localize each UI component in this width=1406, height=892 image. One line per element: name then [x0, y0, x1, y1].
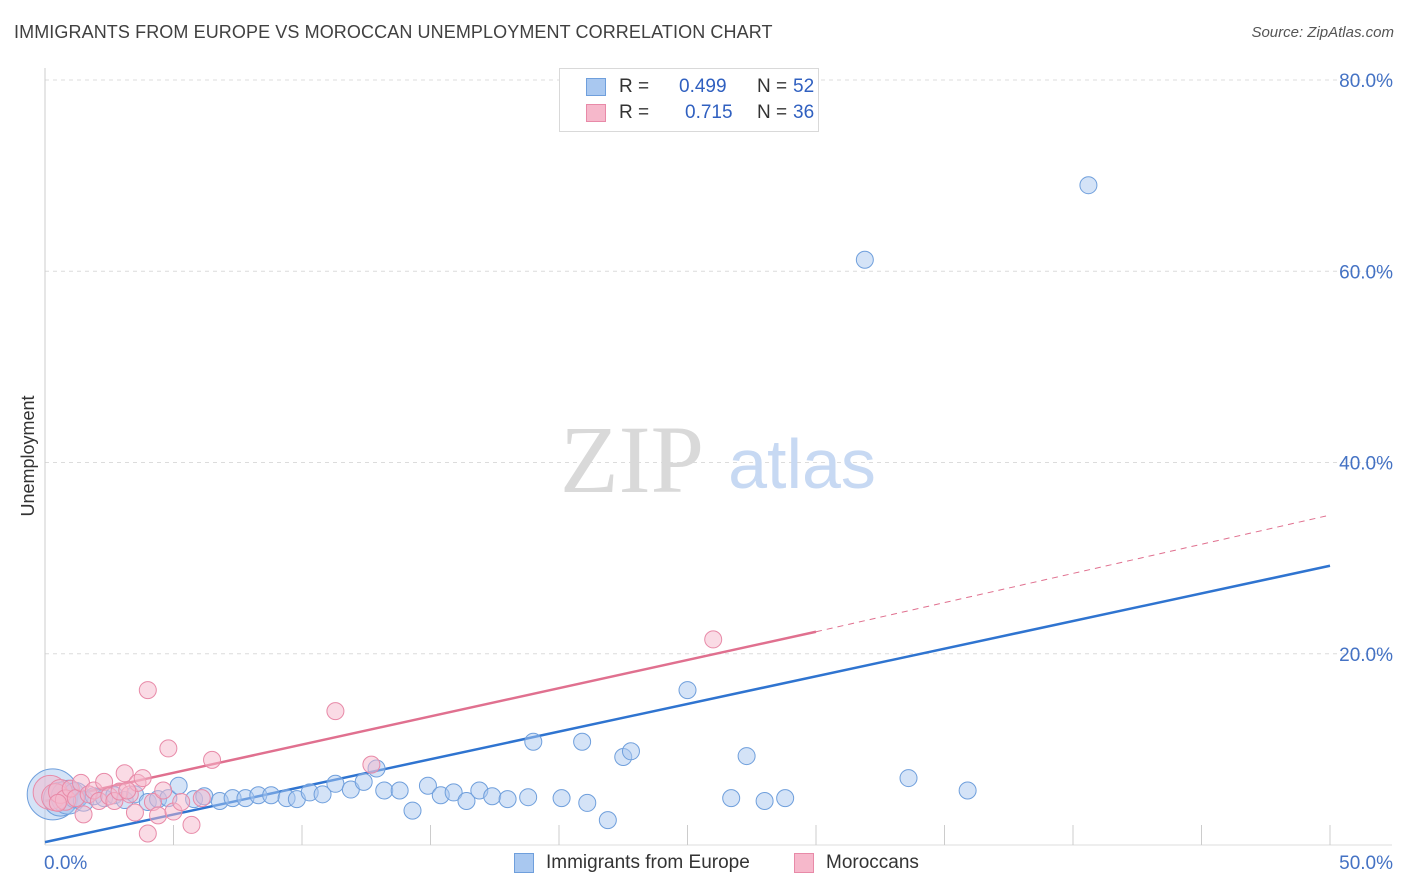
point-europe — [169, 776, 188, 795]
point-europe — [678, 681, 697, 700]
chart-title: IMMIGRANTS FROM EUROPE VS MOROCCAN UNEMP… — [14, 22, 773, 42]
watermark-atlas: atlas — [728, 425, 876, 503]
point-europe — [737, 747, 756, 766]
point-moroccans — [182, 815, 201, 834]
point-europe — [899, 769, 918, 788]
point-europe — [573, 732, 592, 751]
point-moroccans — [159, 739, 178, 758]
point-moroccans — [172, 792, 191, 811]
point-europe — [457, 792, 476, 811]
bottom-legend-label-europe: Immigrants from Europe — [546, 852, 750, 873]
point-moroccans — [118, 781, 137, 800]
data-points — [26, 176, 1098, 843]
point-moroccans — [125, 803, 144, 822]
y-tick-label: 80.0% — [1339, 71, 1393, 92]
grid-lines — [45, 79, 1392, 846]
point-moroccans — [192, 789, 211, 808]
trend-line-moroccans — [44, 630, 817, 803]
point-moroccans — [326, 702, 345, 721]
point-moroccans — [138, 681, 157, 700]
y-tick-label: 20.0% — [1339, 645, 1393, 666]
point-moroccans — [138, 824, 157, 843]
bottom-legend-label-moroccans: Moroccans — [826, 852, 919, 873]
y-axis-label: Unemployment — [18, 395, 38, 516]
y-tick-labels: 20.0% 40.0% 60.0% 80.0% — [1339, 71, 1393, 666]
point-europe — [418, 776, 437, 795]
legend-n-label: N = — [757, 76, 788, 97]
watermark-zip: ZIP — [560, 406, 704, 513]
watermark: ZIP atlas — [560, 406, 876, 513]
point-europe — [483, 787, 502, 806]
legend-r-value: 0.499 — [679, 76, 727, 97]
point-europe — [390, 781, 409, 800]
point-europe — [621, 742, 640, 761]
point-moroccans — [362, 755, 381, 774]
legend-n-value: 52 — [793, 76, 815, 97]
x-tick-label: 0.0% — [44, 853, 87, 874]
point-europe — [262, 786, 281, 805]
legend-r-value: 0.715 — [685, 102, 733, 123]
source-credit: Source: ZipAtlas.com — [1251, 24, 1394, 41]
point-europe — [326, 774, 345, 793]
point-europe — [776, 789, 795, 808]
point-europe — [524, 732, 543, 751]
point-europe — [578, 793, 597, 812]
point-moroccans — [149, 806, 168, 825]
point-europe — [722, 789, 741, 808]
point-europe — [519, 788, 538, 807]
y-tick-label: 40.0% — [1339, 454, 1393, 475]
point-europe — [444, 783, 463, 802]
point-moroccans — [48, 793, 67, 812]
point-europe — [375, 781, 394, 800]
bottom-legend-swatch-europe — [514, 853, 534, 873]
point-europe — [855, 250, 874, 269]
x-tick-labels: 0.0% 50.0% — [44, 853, 1393, 874]
legend-n-value: 36 — [793, 102, 815, 123]
x-tick-label: 50.0% — [1339, 853, 1393, 874]
point-moroccans — [203, 750, 222, 769]
point-europe — [552, 789, 571, 808]
point-europe — [958, 781, 977, 800]
point-europe — [1079, 176, 1098, 195]
trend-line-moroccans-extension — [815, 514, 1331, 633]
legend-swatch-moroccans — [586, 104, 606, 122]
legend-n-label: N = — [757, 102, 788, 123]
point-moroccans — [704, 630, 723, 649]
point-europe — [598, 811, 617, 830]
point-europe — [498, 790, 517, 809]
bottom-legend-swatch-moroccans — [794, 853, 814, 873]
point-europe — [313, 785, 332, 804]
stats-legend: R = 0.499 N = 52 R = 0.715 N = 36 — [559, 68, 819, 132]
point-moroccans — [74, 805, 93, 824]
point-europe — [755, 792, 774, 811]
legend-r-label: R = — [619, 102, 650, 123]
point-europe — [354, 772, 373, 791]
point-moroccans — [154, 781, 173, 800]
legend-swatch-europe — [586, 78, 606, 96]
y-tick-label: 60.0% — [1339, 262, 1393, 283]
point-moroccans — [115, 764, 134, 783]
point-europe — [403, 801, 422, 820]
point-moroccans — [133, 769, 152, 788]
legend-r-label: R = — [619, 76, 650, 97]
